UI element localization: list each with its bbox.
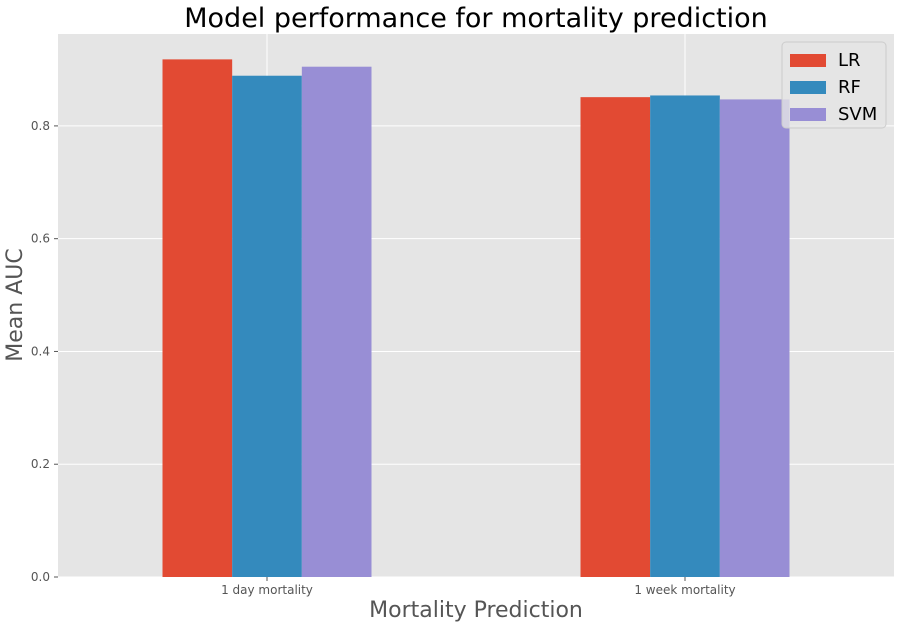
- y-tick-label: 0.4: [31, 344, 50, 358]
- legend-swatch-svm: [790, 108, 826, 121]
- bar-rf-1: [232, 75, 302, 577]
- x-tick-label: 1 week mortality: [634, 583, 735, 597]
- legend-label-lr: LR: [838, 50, 861, 71]
- x-tick-label: 1 day mortality: [221, 583, 313, 597]
- chart-title: Model performance for mortality predicti…: [184, 3, 768, 34]
- y-tick-label: 0.0: [31, 570, 50, 584]
- y-tick-label: 0.2: [31, 457, 50, 471]
- x-axis-ticks: 1 day mortality 1 week mortality: [221, 577, 736, 597]
- y-tick-label: 0.6: [31, 232, 50, 246]
- bar-lr-2: [580, 97, 651, 577]
- legend-swatch-lr: [790, 54, 826, 67]
- bars-group: [162, 59, 790, 578]
- y-axis-label: Mean AUC: [3, 248, 28, 361]
- legend-label-svm: SVM: [838, 104, 877, 125]
- bar-rf-2: [650, 95, 720, 577]
- x-axis-label: Mortality Prediction: [369, 598, 583, 623]
- bar-svm-1: [301, 66, 372, 578]
- bar-svm-2: [719, 99, 790, 578]
- y-axis-ticks: 0.0 0.2 0.4 0.6 0.8: [31, 119, 58, 584]
- legend-label-rf: RF: [838, 77, 861, 98]
- legend-swatch-rf: [790, 81, 826, 94]
- bar-lr-1: [162, 59, 233, 577]
- legend: LR RF SVM: [781, 41, 887, 129]
- y-tick-label: 0.8: [31, 119, 50, 133]
